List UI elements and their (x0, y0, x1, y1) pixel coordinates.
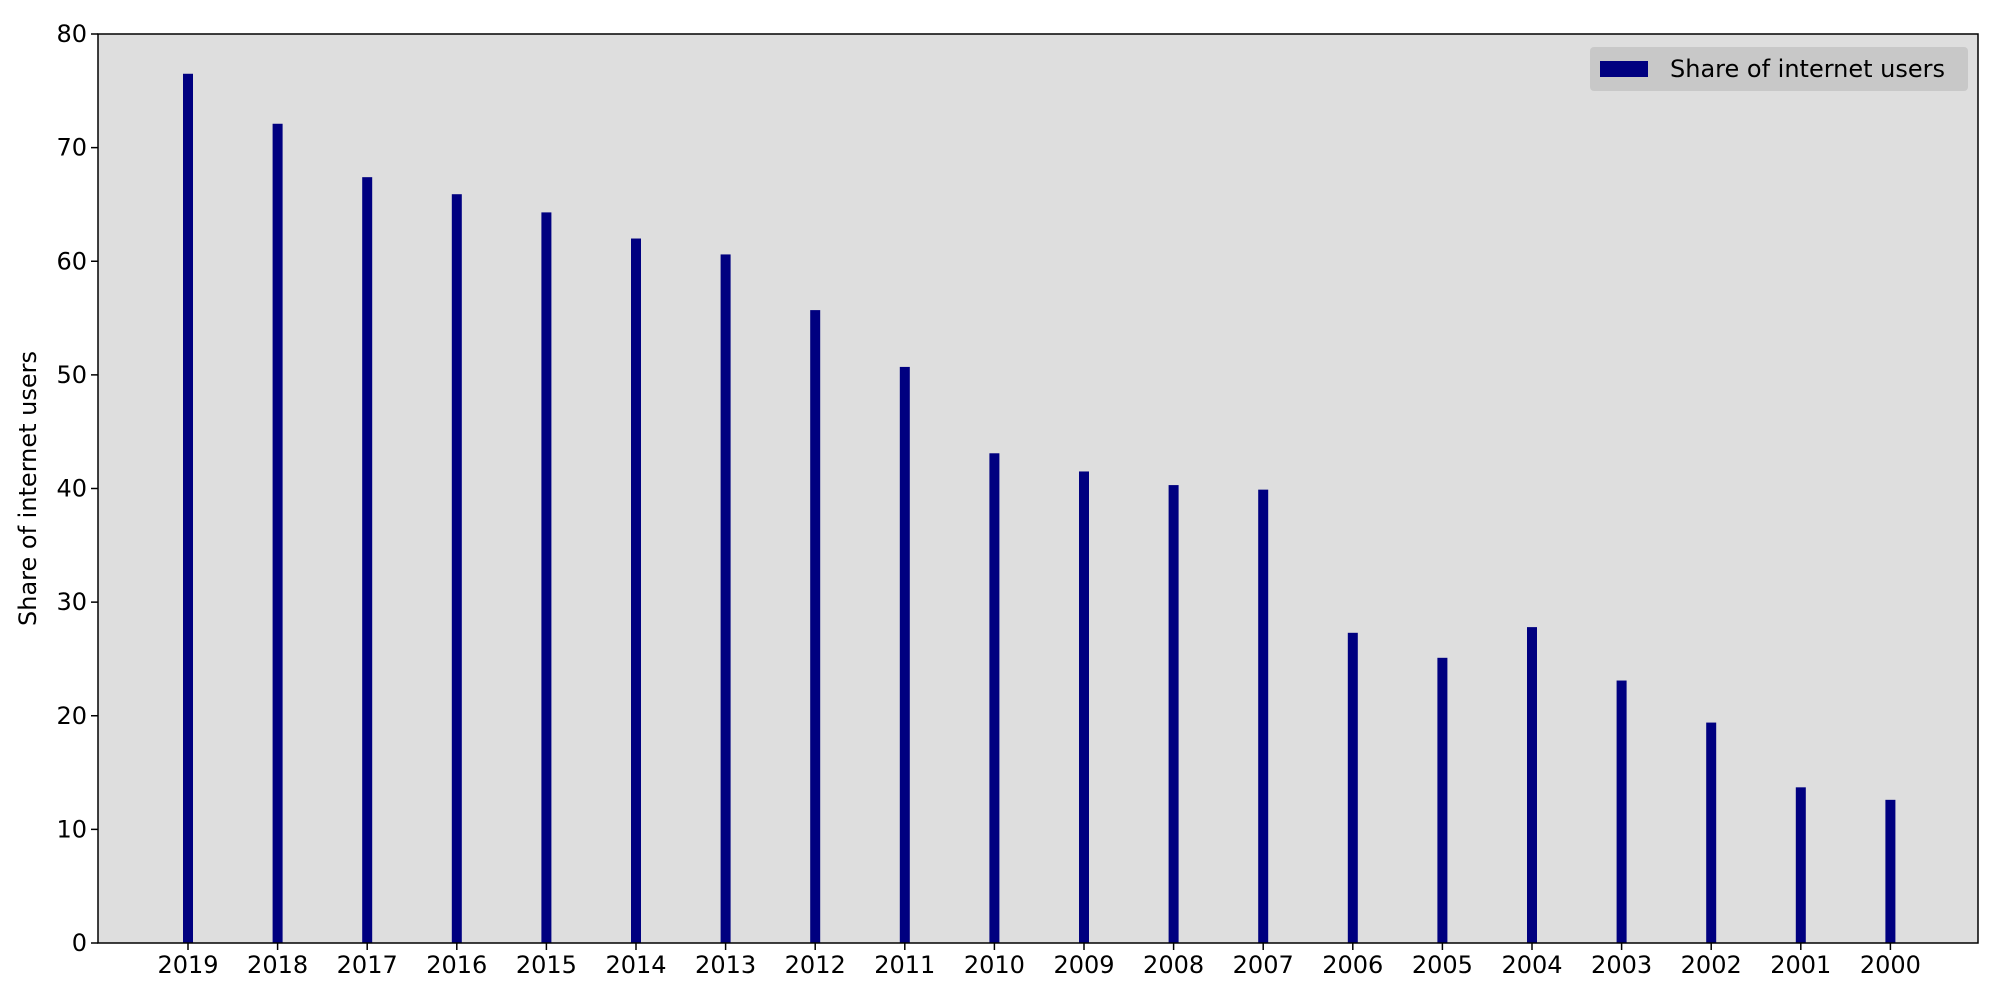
legend-swatch (1600, 61, 1648, 77)
x-tick-label-2018: 2018 (247, 951, 308, 979)
bar-2004 (1527, 627, 1537, 943)
y-tick-label-40: 40 (56, 475, 87, 503)
bar-2005 (1437, 657, 1448, 943)
y-tick-label-20: 20 (56, 702, 87, 730)
bar-2002 (1706, 722, 1717, 943)
x-tick-label-2001: 2001 (1770, 951, 1831, 979)
bar-2008 (1168, 485, 1179, 943)
x-tick-label-2008: 2008 (1143, 951, 1204, 979)
y-tick-label-0: 0 (72, 929, 87, 957)
plot-area (98, 34, 1978, 943)
x-tick-label-2007: 2007 (1233, 951, 1294, 979)
x-tick-label-2015: 2015 (516, 951, 577, 979)
ticks-layer: 2019 2018 2017 2016 2015 2014 2013 2012 2011 2010… (56, 20, 1920, 979)
bar-2019 (183, 73, 193, 943)
x-tick-label-2003: 2003 (1591, 951, 1652, 979)
x-tick-label-2000: 2000 (1860, 951, 1921, 979)
x-tick-label-2004: 2004 (1501, 951, 1562, 979)
y-tick-label-30: 30 (56, 588, 87, 616)
bar-2015 (541, 212, 552, 943)
x-tick-label-2019: 2019 (157, 951, 218, 979)
bar-2001 (1795, 787, 1806, 943)
bar-2016 (451, 194, 462, 943)
bars-layer (183, 73, 1896, 944)
bar-2013 (720, 254, 731, 943)
x-tick-label-2010: 2010 (964, 951, 1025, 979)
x-tick-label-2012: 2012 (785, 951, 846, 979)
x-tick-label-2013: 2013 (695, 951, 756, 979)
legend-label: Share of internet users (1670, 55, 1945, 83)
bar-2018 (272, 123, 283, 943)
bar-2012 (810, 310, 821, 943)
bar-2010 (989, 453, 1000, 943)
bar-2006 (1347, 632, 1358, 943)
x-tick-label-2016: 2016 (426, 951, 487, 979)
bar-2000 (1885, 799, 1896, 943)
y-tick-label-70: 70 (56, 134, 87, 162)
x-tick-label-2005: 2005 (1412, 951, 1473, 979)
x-tick-label-2017: 2017 (337, 951, 398, 979)
bar-2009 (1079, 471, 1089, 943)
legend-box (1590, 47, 1968, 91)
bar-2011 (899, 366, 910, 943)
y-tick-label-80: 80 (56, 20, 87, 48)
x-tick-label-2006: 2006 (1322, 951, 1383, 979)
bar-2007 (1258, 489, 1269, 943)
y-axis-title: Share of internet users (14, 351, 42, 626)
x-tick-label-2014: 2014 (605, 951, 666, 979)
bar-2003 (1616, 680, 1627, 943)
x-tick-label-2002: 2002 (1681, 951, 1742, 979)
y-tick-label-10: 10 (56, 815, 87, 843)
x-tick-label-2009: 2009 (1053, 951, 1114, 979)
y-tick-label-50: 50 (56, 361, 87, 389)
x-tick-label-2011: 2011 (874, 951, 935, 979)
legend: Share of internet users (1590, 47, 1968, 91)
y-tick-label-60: 60 (56, 247, 87, 275)
plot-background (98, 34, 1978, 943)
bar-2017 (362, 177, 373, 944)
bar-2014 (631, 238, 641, 943)
